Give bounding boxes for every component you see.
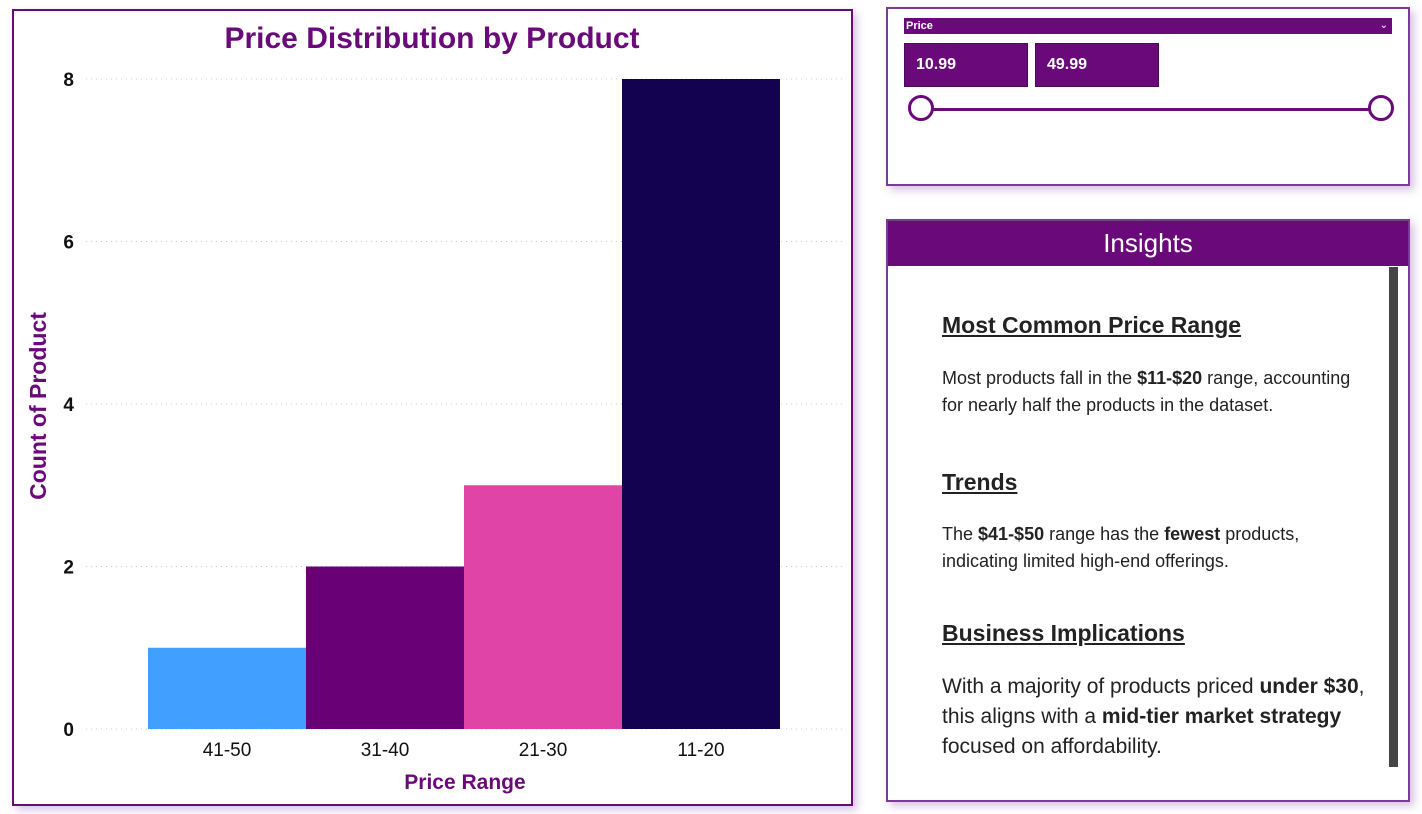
chevron-down-icon[interactable]: ⌄ — [1379, 20, 1388, 31]
bar-chart: Price Distribution by Product 0 2 4 6 8 41-50 3… — [25, 22, 844, 794]
x-axis-label: Price Range — [404, 771, 525, 794]
y-tick-label: 8 — [63, 70, 74, 91]
slicer-title: Price — [906, 20, 933, 32]
section-text-trends: The $41-$50 range has the fewest product… — [942, 524, 1300, 571]
bar-31-40 — [306, 566, 464, 729]
y-tick-label: 0 — [63, 720, 74, 741]
y-tick-label: 2 — [63, 558, 74, 579]
x-tick-label: 31-40 — [361, 740, 410, 761]
price-slicer: Price ⌄ 10.99 49.99 — [886, 7, 1410, 186]
section-text-business: With a majority of products priced under… — [942, 675, 1365, 758]
bar-41-50 — [148, 647, 306, 729]
x-tick-label: 21-30 — [519, 740, 568, 761]
bar-11-20 — [622, 79, 780, 729]
x-tick-label: 41-50 — [203, 740, 252, 761]
slider-track[interactable] — [922, 108, 1384, 111]
section-heading-trends: Trends — [942, 469, 1018, 495]
bar-21-30 — [464, 485, 622, 729]
slider-min-handle[interactable] — [908, 95, 934, 121]
y-tick-label: 4 — [63, 395, 74, 416]
y-tick-label: 6 — [63, 233, 74, 254]
slider-max-handle[interactable] — [1368, 95, 1394, 121]
scrollbar[interactable] — [1389, 267, 1398, 767]
slicer-max-input[interactable]: 49.99 — [1035, 43, 1159, 87]
insights-card: Insights Most Common Price Range Most pr… — [886, 219, 1410, 802]
section-text-common-range: Most products fall in the $11-$20 range,… — [942, 368, 1351, 415]
section-heading-business: Business Implications — [942, 620, 1185, 646]
chart-title: Price Distribution by Product — [224, 22, 639, 55]
x-tick-label: 11-20 — [677, 740, 724, 761]
y-axis-label: Count of Product — [25, 312, 51, 500]
section-heading-common-range: Most Common Price Range — [942, 312, 1242, 338]
slicer-header[interactable]: Price ⌄ — [904, 18, 1392, 34]
insights-title: Insights — [888, 221, 1408, 266]
bar-chart-visual[interactable]: Price Distribution by Product 0 2 4 6 8 41-50 3… — [12, 9, 853, 806]
slicer-min-input[interactable]: 10.99 — [904, 43, 1028, 87]
